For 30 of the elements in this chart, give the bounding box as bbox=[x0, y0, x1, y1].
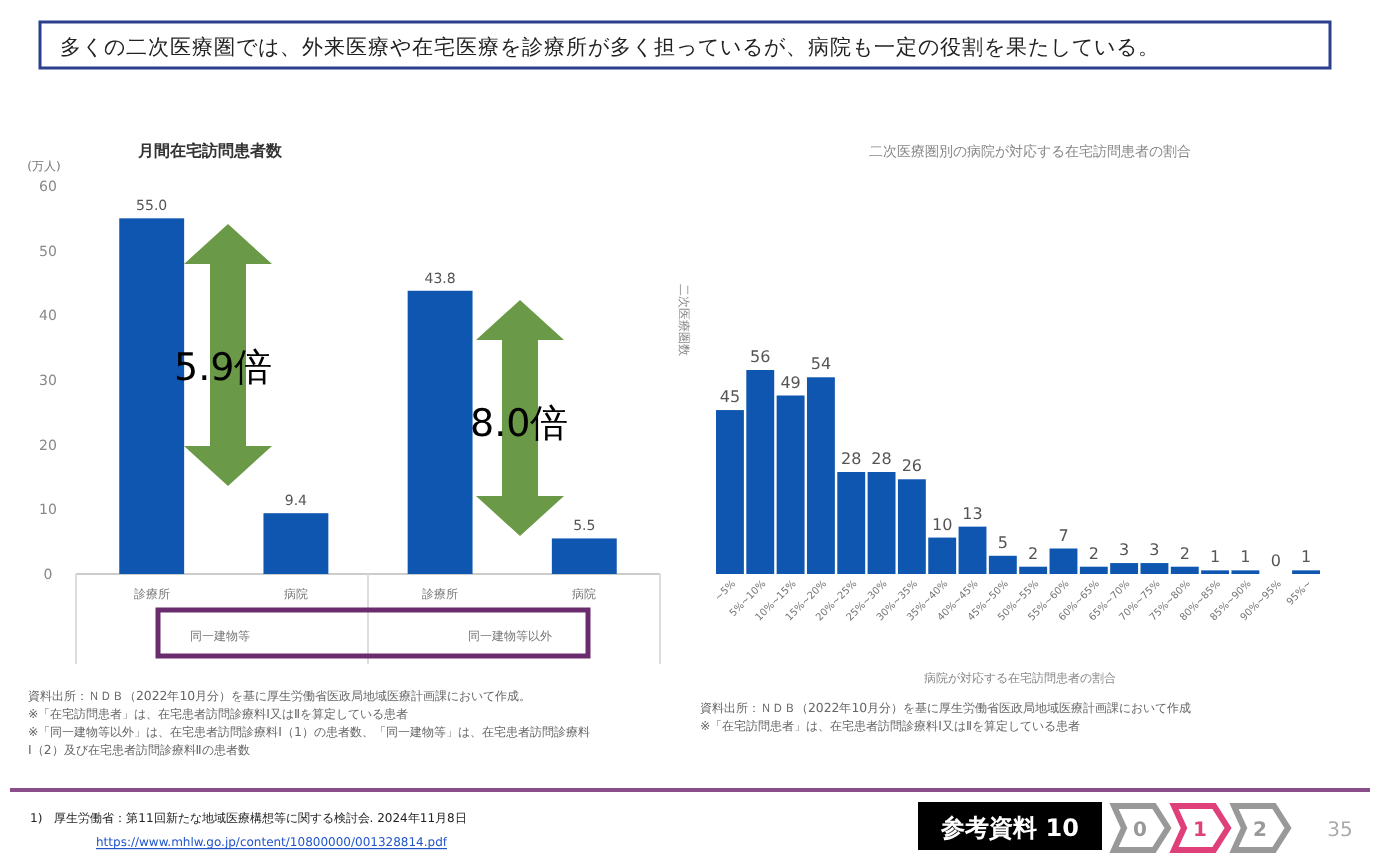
data-label: 1 bbox=[1209, 548, 1221, 567]
data-label: 28 bbox=[841, 450, 862, 468]
data-label: 1 bbox=[1240, 548, 1251, 567]
data-label: 3 bbox=[1119, 541, 1130, 560]
data-label: 0 bbox=[1270, 552, 1281, 570]
chart-title: 月間在宅訪問患者数 bbox=[136, 140, 284, 160]
text: 参考資料 10 bbox=[939, 814, 1079, 842]
data-label: 56 bbox=[750, 348, 771, 366]
text: 0 bbox=[1133, 820, 1148, 842]
data-label: 28 bbox=[871, 450, 892, 468]
bar bbox=[407, 290, 473, 574]
data-label: 2 bbox=[1088, 544, 1099, 563]
text: 1 bbox=[1193, 820, 1208, 842]
data-label: 2 bbox=[1028, 544, 1039, 563]
data-label: 10 bbox=[932, 515, 953, 534]
text: 2 bbox=[1253, 820, 1268, 842]
data-label: 1 bbox=[1300, 548, 1312, 567]
data-label: 45 bbox=[719, 388, 741, 407]
data-label: 7 bbox=[1058, 526, 1069, 545]
data-label: 2 bbox=[1179, 544, 1190, 563]
text: 35 bbox=[1327, 820, 1353, 842]
bar bbox=[263, 513, 329, 574]
data-label: 5 bbox=[997, 533, 1008, 552]
data-label: 54 bbox=[810, 355, 832, 374]
text: 多くの二次医療圏では、外来医療や在宅医療を診療所が多く担っているが、病院も一定の役割を果たしている。 bbox=[60, 34, 1160, 60]
data-label: 26 bbox=[901, 457, 923, 476]
data-label: 3 bbox=[1149, 541, 1160, 560]
data-label: 49 bbox=[780, 373, 801, 392]
data-label: 13 bbox=[962, 504, 983, 523]
bar bbox=[551, 538, 617, 574]
